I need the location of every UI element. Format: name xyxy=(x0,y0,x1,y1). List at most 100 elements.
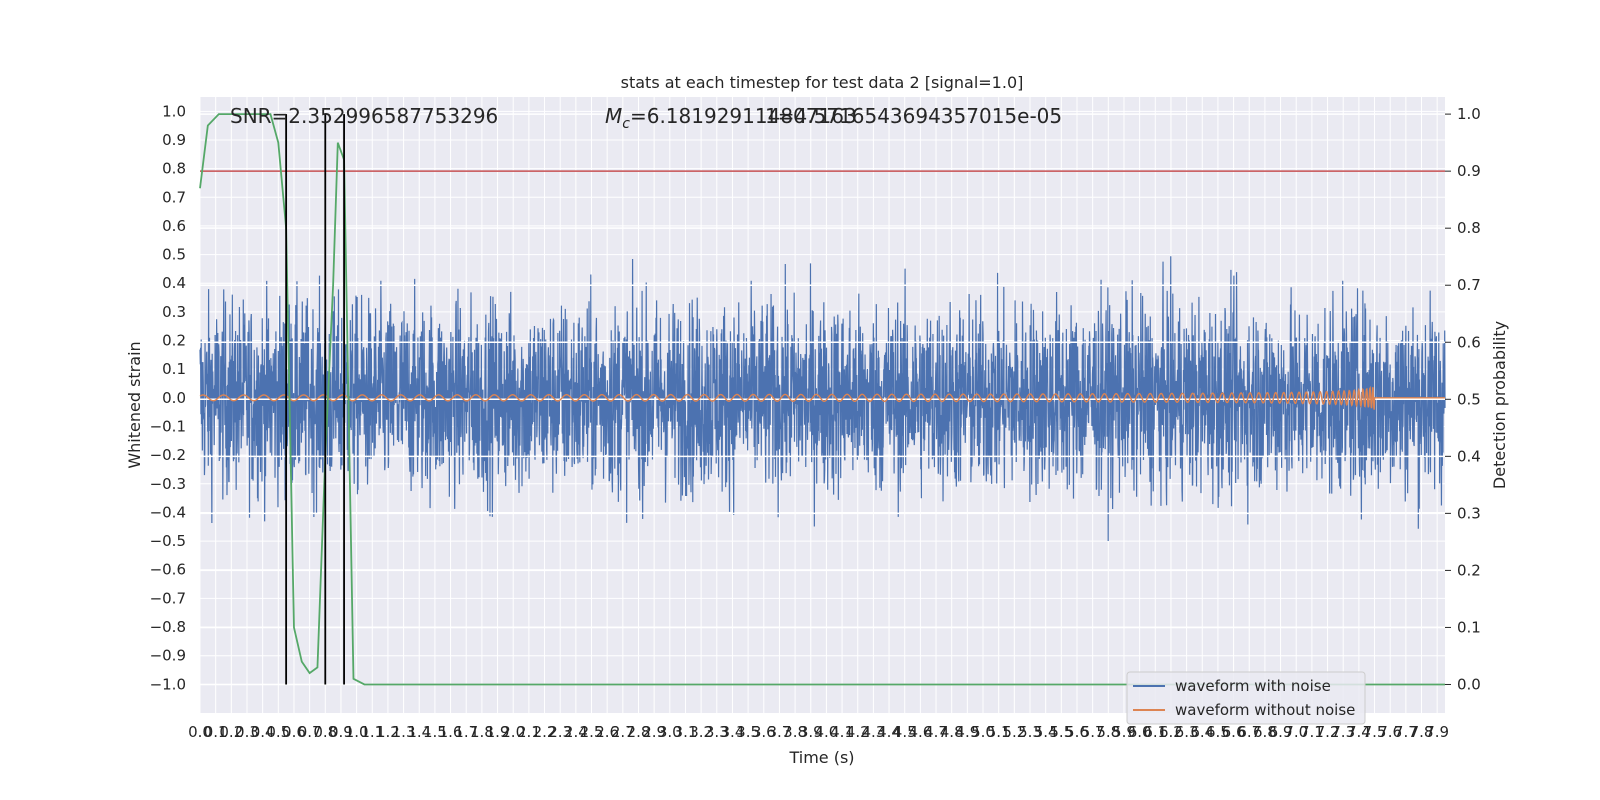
snr-annotation: SNR=2.352996587753296 xyxy=(230,104,498,128)
overlap-annotation: 1=4.5716543694357015e-05 xyxy=(765,104,1062,128)
x-tick-label: 0.9 xyxy=(329,723,353,741)
legend: waveform with noise waveform without noi… xyxy=(1126,671,1366,725)
x-tick-label: 6.5 xyxy=(1206,723,1230,741)
x-tick-label: 4.9 xyxy=(955,723,979,741)
x-tick-label: 2.6 xyxy=(595,723,619,741)
y-left-tick-label: −1.0 xyxy=(150,675,186,693)
x-tick-label: 7.6 xyxy=(1378,723,1402,741)
chart-title: stats at each timestep for test data 2 [… xyxy=(621,73,1024,92)
clean-trace xyxy=(199,385,1445,410)
x-tick-label: 4.8 xyxy=(940,723,964,741)
y-left-tick-label: −0.8 xyxy=(150,618,186,636)
y-left-tick-label: 0.1 xyxy=(162,360,186,378)
mc-value: =6.181929114807163 xyxy=(630,104,857,128)
x-tick-label: 4.0 xyxy=(814,723,838,741)
y-right-tick-label: 1.0 xyxy=(1457,105,1481,123)
x-tick-label: 4.3 xyxy=(861,723,885,741)
x-tick-label: 5.2 xyxy=(1002,723,1026,741)
x-tick-label: 2.4 xyxy=(564,723,588,741)
legend-label-clean: waveform without noise xyxy=(1175,701,1355,719)
x-tick-label: 5.4 xyxy=(1034,723,1058,741)
x-tick-label: 4.4 xyxy=(877,723,901,741)
y-left-tick-label: −0.7 xyxy=(150,589,186,607)
mc-symbol: M xyxy=(605,104,622,128)
y-left-tick-label: −0.6 xyxy=(150,561,186,579)
y-left-tick-label: 0.2 xyxy=(162,332,186,350)
x-tick-label: 7.7 xyxy=(1394,723,1418,741)
x-tick-label: 0.6 xyxy=(282,723,306,741)
x-tick-label: 7.4 xyxy=(1347,723,1371,741)
x-tick-label: 1.8 xyxy=(470,723,494,741)
x-tick-label: 1.9 xyxy=(486,723,510,741)
y-left-tick-label: −0.2 xyxy=(150,446,186,464)
x-tick-label: 5.6 xyxy=(1065,723,1089,741)
x-tick-label: 7.9 xyxy=(1425,723,1449,741)
x-tick-label: 2.9 xyxy=(642,723,666,741)
x-tick-label: 6.9 xyxy=(1269,723,1293,741)
y-right-tick-label: 0.7 xyxy=(1457,276,1481,294)
x-tick-label: 6.3 xyxy=(1175,723,1199,741)
y-right-tick-label: 0.8 xyxy=(1457,219,1481,237)
x-tick-label: 4.2 xyxy=(846,723,870,741)
x-tick-label: 1.3 xyxy=(392,723,416,741)
x-tick-label: 5.3 xyxy=(1018,723,1042,741)
x-tick-label: 5.9 xyxy=(1112,723,1136,741)
x-tick-label: 1.0 xyxy=(345,723,369,741)
vertical-markers xyxy=(285,114,345,685)
x-tick-label: 5.5 xyxy=(1049,723,1073,741)
x-tick-label: 2.7 xyxy=(611,723,635,741)
x-tick-label: 0.1 xyxy=(204,723,228,741)
y-left-tick-label: 1.0 xyxy=(162,102,186,120)
x-tick-label: 6.8 xyxy=(1253,723,1277,741)
x-tick-label: 7.1 xyxy=(1300,723,1324,741)
y-right-tick-label: 0.9 xyxy=(1457,162,1481,180)
x-tick-label: 6.1 xyxy=(1143,723,1167,741)
x-tick-label: 5.0 xyxy=(971,723,995,741)
x-tick-label: 0.2 xyxy=(219,723,243,741)
x-tick-label: 7.5 xyxy=(1363,723,1387,741)
y-left-tick-label: 0.0 xyxy=(162,389,186,407)
y-axis-right-ticks: 1.0 0.9 0.8 0.7 0.6 0.5 0.4 0.3 0.2 0.1 0.0 xyxy=(1445,105,1481,693)
x-axis-label: Time (s) xyxy=(788,748,854,767)
x-tick-label: 5.7 xyxy=(1081,723,1105,741)
y-left-tick-label: 0.4 xyxy=(162,274,186,292)
x-tick-label: 0.5 xyxy=(266,723,290,741)
x-tick-label: 3.6 xyxy=(752,723,776,741)
x-tick-label: 0.7 xyxy=(298,723,322,741)
y-right-tick-label: 0.4 xyxy=(1457,447,1481,465)
y-left-tick-label: −0.4 xyxy=(150,503,186,521)
x-tick-label: 2.2 xyxy=(533,723,557,741)
y-left-tick-label: −0.5 xyxy=(150,532,186,550)
x-tick-label: 4.1 xyxy=(830,723,854,741)
y-right-tick-label: 0.0 xyxy=(1457,675,1481,693)
x-tick-label: 3.5 xyxy=(736,723,760,741)
x-tick-label: 3.8 xyxy=(783,723,807,741)
y-left-tick-label: 0.5 xyxy=(162,246,186,264)
x-tick-label: 2.3 xyxy=(548,723,572,741)
series-waveform-with-noise xyxy=(199,256,1446,541)
y-left-tick-label: 0.7 xyxy=(162,188,186,206)
x-tick-label: 1.5 xyxy=(423,723,447,741)
x-tick-label: 3.4 xyxy=(721,723,745,741)
mc-annotation: Mc=6.181929114807163 xyxy=(605,104,857,132)
x-axis-ticks: 0.00.10.20.30.40.50.60.70.80.91.01.11.21… xyxy=(188,723,1449,741)
y-left-tick-label: −0.9 xyxy=(150,647,186,665)
x-tick-label: 6.0 xyxy=(1128,723,1152,741)
x-tick-label: 6.7 xyxy=(1237,723,1261,741)
x-tick-label: 3.7 xyxy=(768,723,792,741)
x-tick-label: 3.3 xyxy=(705,723,729,741)
x-tick-label: 4.6 xyxy=(908,723,932,741)
x-tick-label: 1.4 xyxy=(407,723,431,741)
x-tick-label: 0.0 xyxy=(188,723,212,741)
series-detection-probability xyxy=(199,113,1445,686)
y-right-tick-label: 0.6 xyxy=(1457,333,1481,351)
y-left-tick-label: 0.3 xyxy=(162,303,186,321)
y-axis-right-label: Detection probability xyxy=(1490,321,1509,489)
x-tick-label: 0.8 xyxy=(313,723,337,741)
y-left-tick-label: 0.6 xyxy=(162,217,186,235)
x-tick-label: 6.4 xyxy=(1190,723,1214,741)
x-tick-label: 6.6 xyxy=(1222,723,1246,741)
x-tick-label: 4.7 xyxy=(924,723,948,741)
y-left-tick-label: 0.9 xyxy=(162,131,186,149)
